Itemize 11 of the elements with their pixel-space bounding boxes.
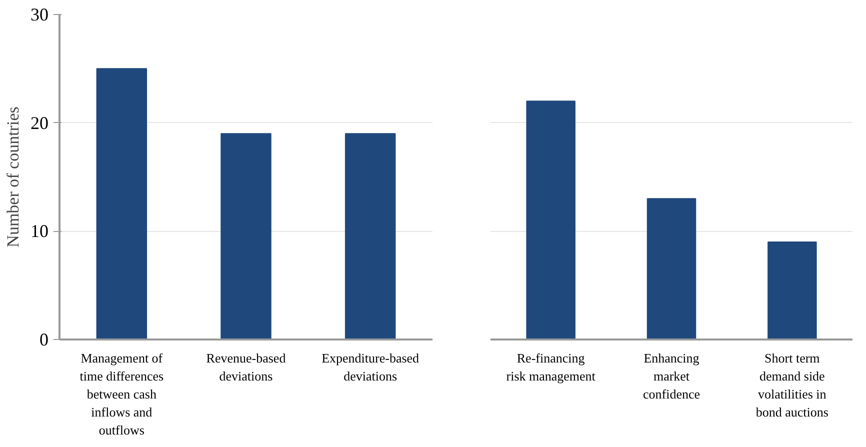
y-tick-label: 30 (30, 4, 48, 24)
y-axis-title: Number of countries (4, 106, 22, 248)
x-tick-label: Short term demand side volatilities in bond auctions (756, 350, 828, 420)
x-tick-label: Management of time differences between cash inflows and outflows (80, 350, 164, 438)
x-tick-label: Revenue-based deviations (206, 350, 286, 384)
y-tick-label: 20 (30, 112, 48, 133)
y-tick-label: 0 (40, 330, 48, 350)
x-tick-label: Re-financing risk management (506, 350, 596, 384)
x-tick-label: Expenditure-based deviations (322, 350, 420, 384)
x-tick-label: Enhancing market confidence (642, 350, 700, 402)
y-tick-label: 10 (30, 221, 48, 242)
